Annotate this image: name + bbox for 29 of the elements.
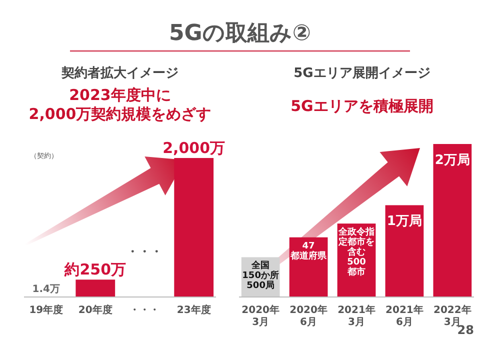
chart-title: 契約者拡大イメージ [60,65,178,81]
x-tick-label: 20年度 [78,304,112,316]
annotation: 500 [347,258,366,268]
text: 5Gの取組み② [169,21,311,46]
annotation: 500局 [246,280,274,292]
annotation: 全国 [250,260,270,272]
data-label: 1.4万 [32,284,60,295]
x-tick-label: 2020年 3月 [242,304,280,328]
data-label: 約250万 [64,260,126,279]
annotation: 都市 [346,266,366,278]
annotation: 1万局 [386,214,422,230]
annotation: 都道府県 [290,250,328,262]
x-tick-label: 2021年 6月 [386,304,424,328]
x-tick-label: 19年度 [29,304,64,316]
x-tick-label: 2021年 3月 [338,304,376,328]
bar [385,205,424,297]
chart-subtitle: 2023年度中に 2,000万契約規模をめざす [28,86,212,123]
chart-title: 5Gエリア展開イメージ [294,66,430,81]
x-tick-label: 23年度 [176,304,211,316]
annotation: 150か所 [242,270,279,282]
annotation: 全政令指定都市を含む [338,226,374,258]
annotation: 47 [302,241,315,252]
annotation: 2万局 [434,153,470,168]
bar [433,144,472,297]
data-label: 2,000万 [162,139,226,157]
x-tick-label: 2020年 6月 [290,304,328,328]
x-tick-label: ・・・ [130,305,160,316]
category-label: ・・・ [126,244,163,258]
chart-subtitle: 5Gエリアを積極展開 [290,97,434,115]
